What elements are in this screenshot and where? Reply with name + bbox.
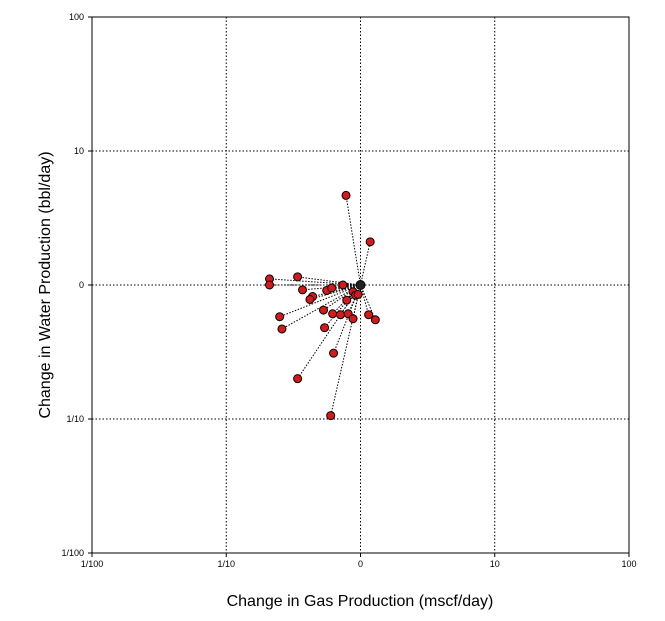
data-point xyxy=(370,315,380,325)
data-point xyxy=(364,310,374,320)
connector-line xyxy=(360,284,370,315)
connector-line xyxy=(360,284,376,320)
data-point xyxy=(275,312,285,322)
data-point xyxy=(365,237,375,247)
center-point xyxy=(355,280,366,290)
data-point xyxy=(348,314,358,324)
connector-line xyxy=(279,284,361,318)
data-point xyxy=(320,323,330,333)
x-tick-label: 100 xyxy=(621,559,636,569)
x-tick-label: 1/100 xyxy=(81,559,104,569)
data-point xyxy=(318,305,328,315)
y-tick-label: 0 xyxy=(79,280,84,290)
data-point xyxy=(341,190,351,200)
data-point xyxy=(277,324,287,334)
data-point xyxy=(342,295,352,305)
data-point xyxy=(329,348,339,358)
data-point xyxy=(327,283,337,293)
x-tick-label: 0 xyxy=(358,559,363,569)
data-point xyxy=(293,272,303,282)
data-point xyxy=(338,280,348,290)
data-point xyxy=(293,374,303,384)
data-points xyxy=(265,190,380,421)
x-tick-label: 1/10 xyxy=(217,559,235,569)
y-axis-title: Change in Water Production (bbl/day) xyxy=(37,151,54,418)
data-point xyxy=(336,310,346,320)
data-point xyxy=(305,294,315,304)
connector-line xyxy=(312,284,361,298)
connector-line xyxy=(331,284,361,289)
connector-line xyxy=(297,276,361,286)
y-tick-label: 100 xyxy=(69,12,84,22)
data-point xyxy=(328,309,338,319)
y-tick-label: 1/100 xyxy=(61,548,84,558)
y-tick-label: 10 xyxy=(74,146,84,156)
x-axis-title: Change in Gas Production (mscf/day) xyxy=(227,593,494,610)
data-point xyxy=(265,280,275,290)
connector-line xyxy=(330,284,361,416)
data-point xyxy=(353,289,363,299)
x-tick-label: 10 xyxy=(490,559,500,569)
data-point xyxy=(326,411,336,421)
y-tick-label: 1/10 xyxy=(66,414,84,424)
connector-lines xyxy=(269,195,376,416)
connector-line xyxy=(345,195,361,286)
data-point xyxy=(298,285,308,295)
connector-line xyxy=(360,241,371,286)
